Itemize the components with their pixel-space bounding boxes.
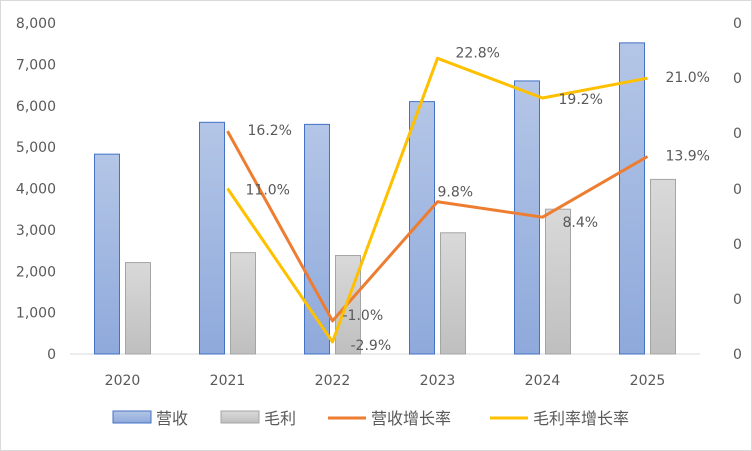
revenue-growth-data-label: -1.0% — [343, 308, 384, 324]
x-tick-label: 2023 — [420, 373, 456, 389]
gross-profit-bar — [125, 262, 151, 355]
gross-margin-growth-data-label: 19.2% — [559, 92, 603, 108]
revenue-growth-data-label: 8.4% — [563, 215, 599, 231]
y-right-tick-label: 0 — [733, 71, 742, 87]
gross-profit-bar — [230, 252, 256, 355]
x-tick-label: 2022 — [315, 373, 351, 389]
gross-margin-growth-data-label: 21.0% — [666, 70, 710, 86]
gross-margin-growth-data-label: -2.9% — [351, 338, 392, 354]
y-left-tick-label: 8,000 — [16, 16, 56, 32]
legend-revenue-label: 营收 — [156, 409, 188, 428]
y-right-tick-label: 0 — [733, 16, 742, 32]
y-left-tick-label: 6,000 — [16, 99, 56, 115]
gross-profit-bar — [440, 232, 466, 355]
revenue-bar — [199, 121, 225, 355]
legend-revenue-swatch — [112, 410, 152, 424]
revenue-bar — [304, 123, 330, 355]
legend-gross-profit-label: 毛利 — [264, 409, 296, 428]
y-right-tick-label: 0 — [733, 237, 742, 253]
y-left-tick-label: 2,000 — [16, 264, 56, 280]
y-right-tick-label: 0 — [733, 347, 742, 363]
y-right-tick-label: 0 — [733, 182, 742, 198]
y-left-tick-label: 0 — [47, 347, 56, 363]
x-tick-label: 2020 — [105, 373, 141, 389]
legend-gross-margin-growth-label: 毛利率增长率 — [533, 409, 629, 428]
gross-profit-bar — [650, 178, 676, 355]
revenue-growth-data-label: 13.9% — [666, 149, 710, 165]
gross-margin-growth-data-label: 22.8% — [456, 45, 500, 61]
y-left-tick-label: 4,000 — [16, 182, 56, 198]
legend-revenue-growth-label: 营收增长率 — [371, 409, 451, 428]
y-left-tick-label: 3,000 — [16, 223, 56, 239]
y-left-tick-label: 7,000 — [16, 57, 56, 73]
revenue-growth-line — [226, 130, 649, 323]
y-left-tick-label: 5,000 — [16, 140, 56, 156]
legend-gross-profit-swatch — [220, 410, 260, 424]
gross-margin-growth-line — [226, 56, 648, 344]
x-tick-label: 2024 — [525, 373, 561, 389]
revenue-bar — [619, 42, 645, 355]
x-tick-label: 2025 — [630, 373, 666, 389]
revenue-bar — [94, 153, 120, 355]
y-right-tick-label: 0 — [733, 292, 742, 308]
revenue-growth-data-label: 16.2% — [248, 123, 292, 139]
x-tick-label: 2021 — [210, 373, 246, 389]
gross-profit-bar — [545, 208, 571, 355]
y-right-tick-label: 0 — [733, 126, 742, 142]
gross-margin-growth-data-label: 11.0% — [246, 183, 290, 199]
y-left-tick-label: 1,000 — [16, 306, 56, 322]
revenue-growth-data-label: 9.8% — [438, 185, 474, 201]
